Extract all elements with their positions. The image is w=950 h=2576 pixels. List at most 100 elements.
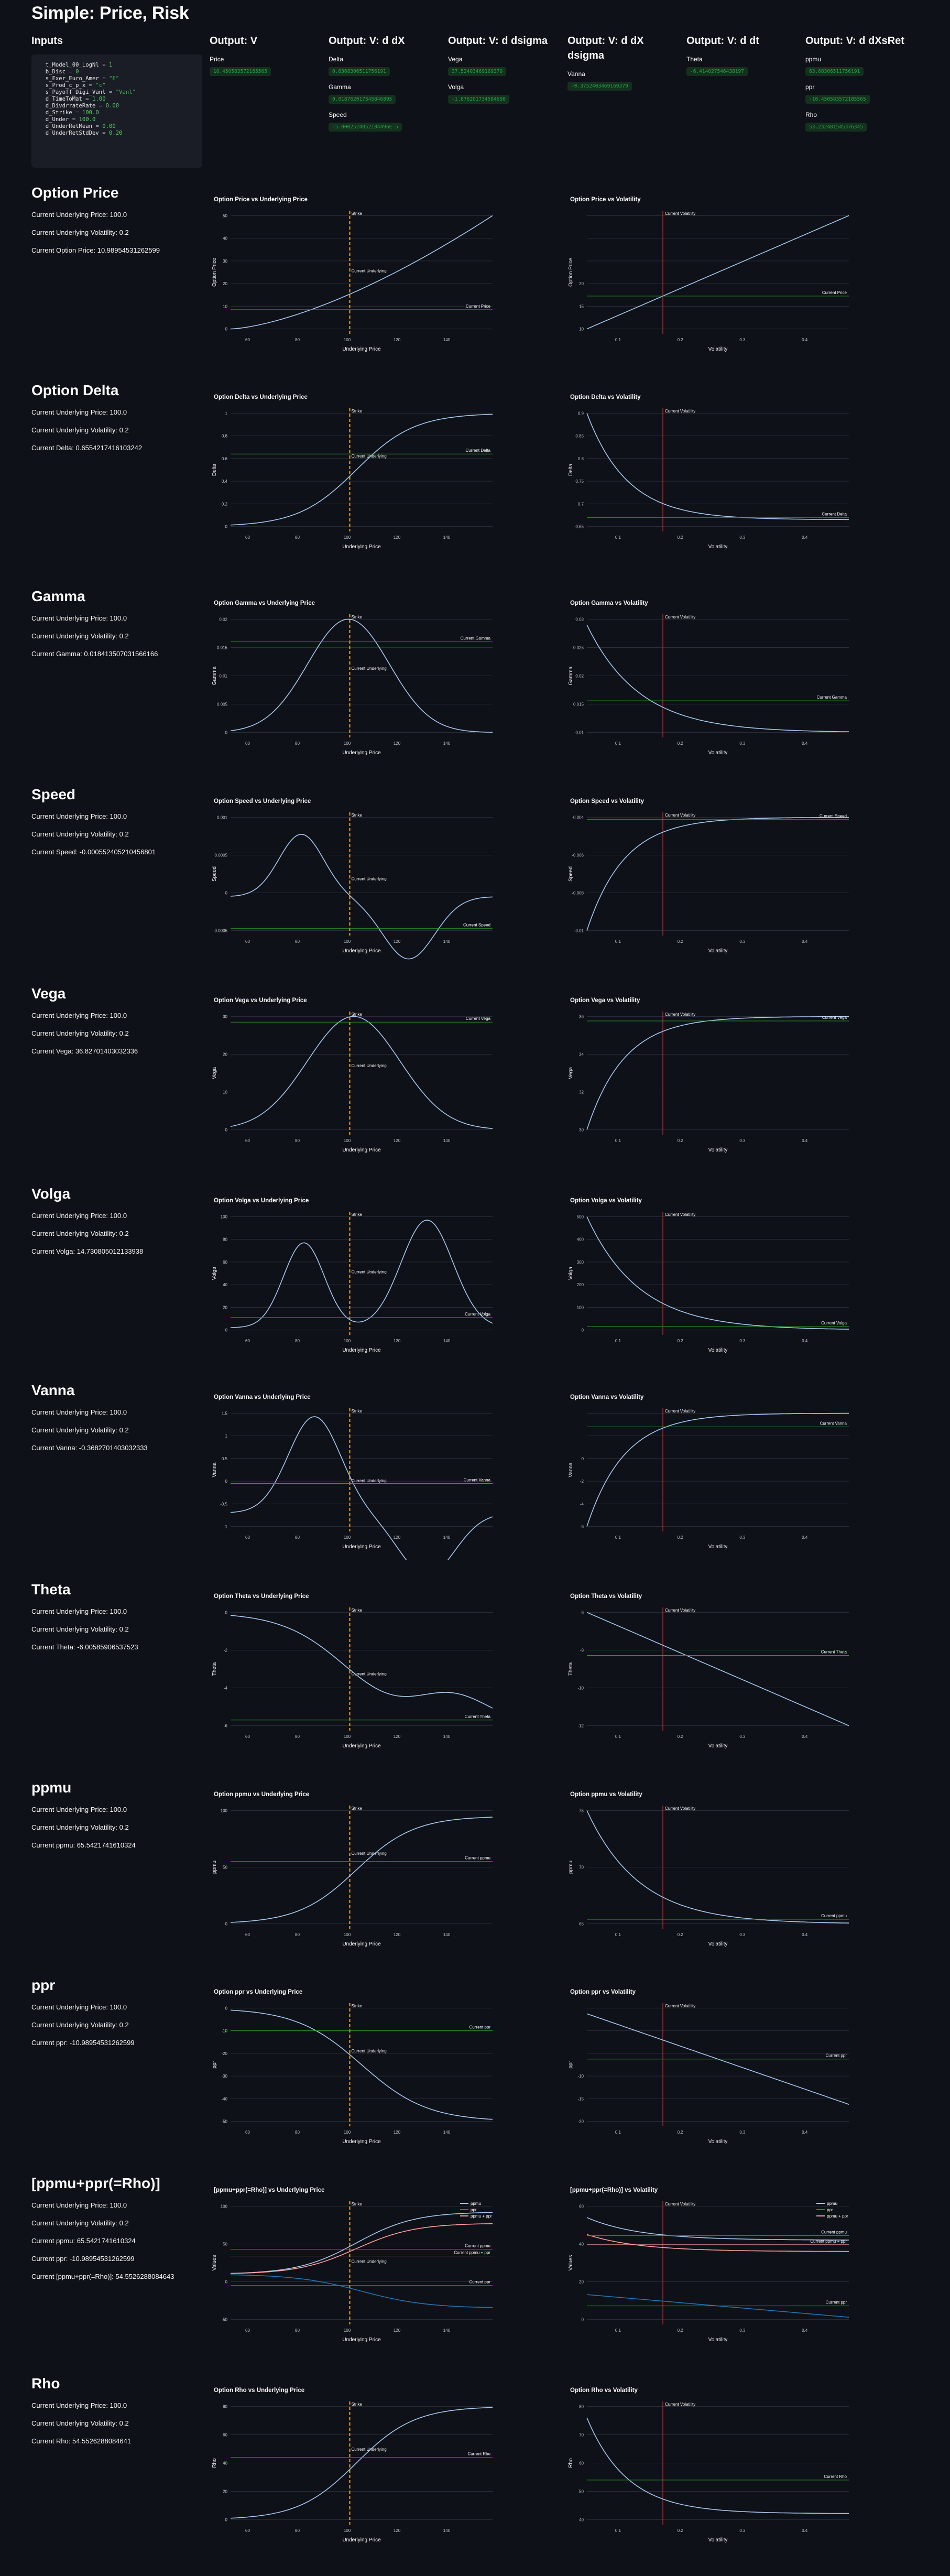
y-tick-label: 60	[579, 2461, 584, 2466]
chart-right[interactable]: Option Price vs Volatility 10 15 20 0.1 0.2 0.…	[566, 190, 859, 363]
current-value-label: Current ppmu + ppr	[454, 2251, 490, 2255]
y-tick-label: 70	[579, 2432, 584, 2437]
y-axis-label: Vanna	[212, 1462, 217, 1477]
section-info-line: Current Underlying Price: 100.0	[31, 1012, 127, 1019]
x-tick-label: 140	[443, 338, 451, 342]
current-value-label: Current Price	[822, 290, 847, 295]
section-title: Option Delta	[31, 382, 119, 398]
chart-left[interactable]: Option Gamma vs Underlying Price 0 0.005 0.…	[210, 593, 503, 766]
section-info-line: Current Underlying Price: 100.0	[31, 211, 127, 219]
chart-left[interactable]: Option Vega vs Underlying Price 0 10 20 30 60…	[210, 991, 503, 1164]
chart-right[interactable]: Option Speed vs Volatility -0.01 -0.008 -0.…	[566, 791, 859, 964]
y-tick-label: 300	[577, 1260, 584, 1265]
y-tick-label: -10	[221, 2029, 227, 2034]
x-tick-label: 0.4	[802, 2528, 808, 2533]
current-volatility-label: Current Volatility	[665, 2004, 695, 2008]
chart-title: Option Rho vs Volatility	[570, 2387, 638, 2394]
output-label: Delta	[329, 56, 344, 63]
chart-right[interactable]: Option Vanna vs Volatility -6 -4 -2 0 0.1 0.2 0…	[566, 1387, 859, 1560]
x-tick-label: 140	[443, 1734, 451, 1739]
code-line: s_Exer_Euro_Amer = "E"	[39, 75, 202, 82]
x-tick-label: 0.1	[615, 741, 621, 746]
x-axis-label: Volatility	[708, 2537, 728, 2543]
code-token: =	[99, 130, 109, 136]
x-axis-label: Underlying Price	[342, 2537, 381, 2543]
chart-right[interactable]: Option Theta vs Volatility -12 -10 -8 -6 0.1 0…	[566, 1586, 859, 1759]
y-tick-label: 0	[582, 2318, 584, 2322]
series-line	[586, 215, 849, 330]
chart-left[interactable]: Option Vanna vs Underlying Price -1 -0.5 0 0…	[210, 1387, 503, 1576]
y-tick-label: 60	[579, 2204, 584, 2209]
chart-right[interactable]: Option Vega vs Volatility 30 32 34 36 0.1 0.2 0…	[566, 991, 859, 1164]
y-axis-label: ppr	[212, 2061, 217, 2069]
current-volatility-label: Current Volatility	[665, 615, 695, 619]
section-info-line: Current Vanna: -0.3682701403032333	[31, 1444, 148, 1452]
chart-left[interactable]: Option Theta vs Underlying Price -6 -4 -2 0 6…	[210, 1586, 503, 1759]
section-title: Volga	[31, 1186, 71, 1202]
y-tick-label: 0.005	[217, 702, 228, 707]
x-axis-label: Underlying Price	[342, 948, 381, 954]
chart-right[interactable]: Option Delta vs Volatility 0.65 0.7 0.75 0.8…	[566, 387, 859, 560]
output-value: 53.232481545376345	[805, 123, 867, 132]
chart-left[interactable]: Option Price vs Underlying Price 0 10 20 30 4…	[210, 190, 503, 363]
current-value-label: Current ppr	[469, 2025, 491, 2030]
y-tick-label: 0.2	[222, 502, 228, 506]
chart-title: Option Theta vs Volatility	[570, 1593, 642, 1600]
output-column: Output: V: d dXsRet ppmu 63.68306511756191…	[805, 34, 918, 132]
output-label: Theta	[686, 56, 703, 63]
chart-right[interactable]: Option Volga vs Volatility 0 100 200 300 400 5…	[566, 1191, 859, 1364]
output-label: Vega	[448, 56, 463, 63]
x-tick-label: 0.3	[739, 1535, 746, 1540]
section-info-line: Current Underlying Price: 100.0	[31, 2003, 127, 2011]
y-tick-label: -20	[221, 2051, 227, 2056]
code-line: d_TimeToMat = 1.00	[39, 96, 202, 103]
greek-section: Speed Current Underlying Price: 100.0 Curr…	[0, 786, 950, 980]
chart-left[interactable]: Option Rho vs Underlying Price 0 20 40 60 80 6…	[210, 2381, 503, 2553]
y-tick-label: 80	[223, 2404, 227, 2409]
x-tick-label: 0.3	[739, 2130, 746, 2135]
y-tick-label: 100	[221, 2204, 228, 2209]
code-token: "c"	[95, 82, 106, 89]
chart-left[interactable]: [ppmu+ppr(=Rho)] vs Underlying Price -50 0…	[210, 2180, 503, 2353]
y-tick-label: -6	[580, 1525, 584, 1529]
chart-left[interactable]: Option ppr vs Underlying Price -50 -40 -30 -…	[210, 1982, 503, 2155]
y-tick-label: 75	[579, 1808, 584, 1813]
inputs-code-block[interactable]: t_Model_00_LogNl = 1 b_Disc = 0 s_Exer_E…	[31, 55, 202, 168]
chart-title: Option Gamma vs Volatility	[570, 600, 648, 606]
output-label: Gamma	[329, 83, 351, 91]
y-tick-label: 200	[577, 1282, 584, 1287]
section-info-line: Current Option Price: 10.98954531262599	[31, 246, 160, 254]
y-tick-label: 80	[579, 2404, 584, 2409]
x-tick-label: 0.2	[678, 1535, 684, 1540]
section-info-line: Current ppr: -10.98954531262599	[31, 2255, 135, 2263]
chart-right[interactable]: Option ppr vs Volatility -20 -15 -10 0.1 0.2 0…	[566, 1982, 859, 2155]
chart-right[interactable]: Option Gamma vs Volatility 0.01 0.015 0.02 0…	[566, 593, 859, 766]
code-line: b_Disc = 0	[39, 69, 202, 75]
output-column: Output: V: d dsigma Vega 37.52403469169379…	[448, 34, 561, 104]
current-value-label: Current ppmu	[821, 2230, 847, 2235]
chart-right[interactable]: Option ppmu vs Volatility 65 70 75 0.1 0.2 0.3…	[566, 1785, 859, 1958]
left-chart-container: Option Vanna vs Underlying Price -1 -0.5 0 0…	[210, 1387, 503, 1576]
x-tick-label: 140	[443, 2528, 451, 2533]
chart-left[interactable]: Option Speed vs Underlying Price -0.0005 0…	[210, 791, 503, 964]
left-chart-container: Option Delta vs Underlying Price 0 0.2 0.4 0…	[210, 387, 503, 563]
chart-left[interactable]: Option Delta vs Underlying Price 0 0.2 0.4 0…	[210, 387, 503, 560]
y-tick-label: 10	[223, 304, 227, 309]
series-line	[586, 1810, 849, 1923]
chart-right[interactable]: Option Rho vs Volatility 40 50 60 70 80 0.1 0.2…	[566, 2381, 859, 2553]
y-tick-label: -1	[224, 1525, 228, 1529]
x-axis-label: Underlying Price	[342, 1147, 381, 1153]
x-tick-label: 0.1	[615, 1932, 621, 1937]
left-chart-container: [ppmu+ppr(=Rho)] vs Underlying Price -50 0…	[210, 2180, 503, 2356]
current-underlying-label: Current Underlying	[352, 1479, 387, 1483]
series-line	[586, 1412, 849, 1527]
code-token: "Vanl"	[115, 89, 136, 95]
y-tick-label: -40	[221, 2096, 227, 2101]
x-tick-label: 120	[394, 2328, 401, 2333]
y-axis-label: Vega	[212, 1067, 217, 1079]
chart-left[interactable]: Option Volga vs Underlying Price 0 20 40 60 8…	[210, 1191, 503, 1364]
series-line	[230, 2212, 493, 2274]
output-value: -6.414027546438197	[686, 67, 748, 76]
chart-left[interactable]: Option ppmu vs Underlying Price 0 50 100 60 8…	[210, 1785, 503, 1958]
chart-right[interactable]: [ppmu+ppr(=Rho)] vs Volatility 0 20 40 60 0.1…	[566, 2180, 859, 2353]
